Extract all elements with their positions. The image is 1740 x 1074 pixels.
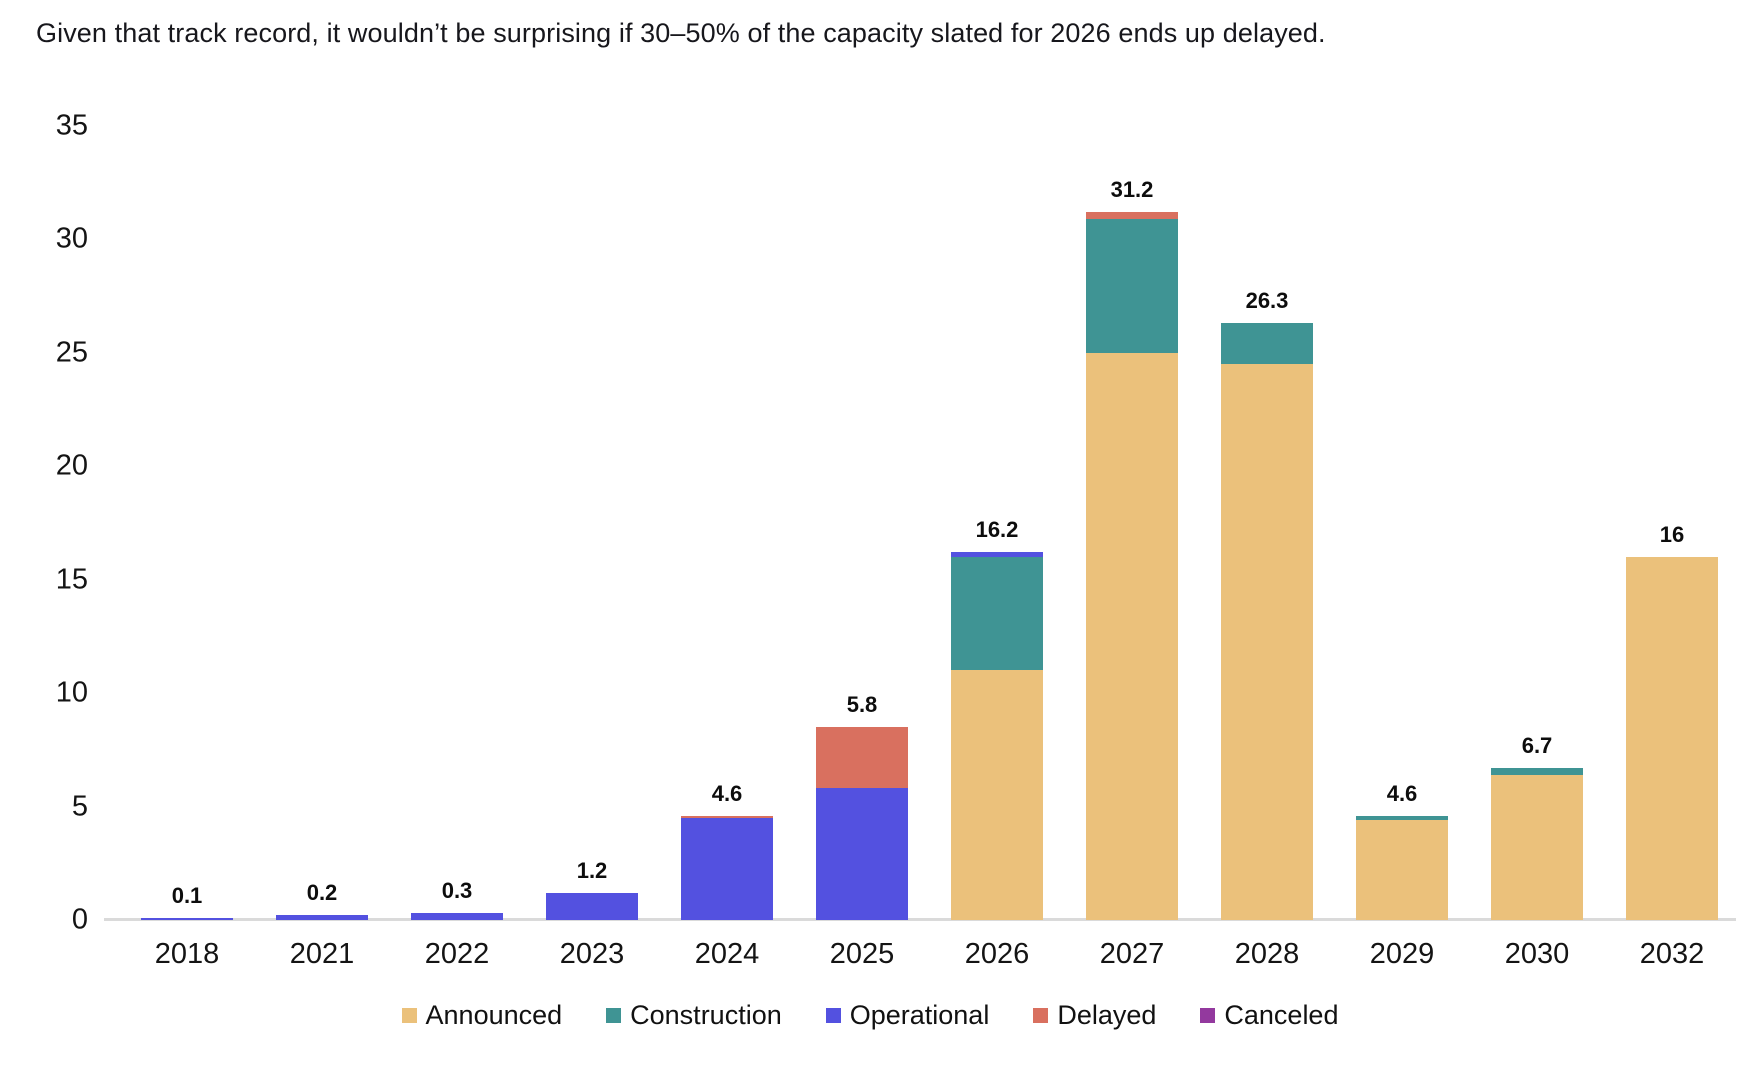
bar-2027-segment-delayed	[1086, 212, 1178, 219]
bar-2022-segment-operational	[411, 913, 503, 920]
legend-label-canceled: Canceled	[1224, 1000, 1339, 1030]
bar-2026-segment-announced	[951, 670, 1043, 920]
bar-2023-segment-operational	[546, 893, 638, 920]
bar-2026-segment-construction	[951, 557, 1043, 670]
x-tick-label-2026: 2026	[964, 938, 1030, 970]
legend-label-announced: Announced	[425, 1000, 563, 1030]
y-tick-label-20: 20	[55, 449, 88, 482]
legend-swatch-canceled-icon	[1200, 1008, 1216, 1023]
bar-value-label-2025: 5.8	[846, 692, 878, 717]
bar-value-label-2028: 26.3	[1245, 288, 1289, 313]
x-tick-label-2023: 2023	[559, 938, 625, 970]
x-tick-label-2024: 2024	[694, 938, 760, 970]
legend-label-operational: Operational	[849, 1000, 990, 1030]
x-tick-label-2030: 2030	[1504, 938, 1570, 970]
legend-swatch-operational-icon	[825, 1008, 841, 1023]
bar-2024-segment-operational	[681, 818, 773, 920]
bar-2018-segment-operational	[141, 918, 233, 920]
legend-swatch-construction-icon	[606, 1008, 622, 1023]
y-tick-label-0: 0	[71, 903, 88, 936]
legend-item-announced: Announced	[401, 1000, 563, 1031]
bar-value-label-2022: 0.3	[441, 878, 473, 903]
x-tick-label-2027: 2027	[1099, 938, 1165, 970]
bar-2029-segment-construction	[1356, 816, 1448, 820]
bar-value-label-2029: 4.6	[1386, 781, 1418, 806]
x-tick-label-2021: 2021	[289, 938, 355, 970]
y-tick-label-15: 15	[55, 563, 88, 595]
legend-item-canceled: Canceled	[1200, 1000, 1338, 1031]
y-tick-label-25: 25	[55, 336, 88, 368]
y-tick-label-35: 35	[55, 109, 88, 141]
bar-2025-segment-operational	[816, 788, 908, 920]
legend-item-delayed: Delayed	[1033, 1000, 1156, 1031]
bar-2021-segment-operational	[276, 915, 368, 920]
bar-2032-segment-announced	[1626, 557, 1718, 920]
bar-value-label-2023: 1.2	[576, 858, 608, 883]
y-tick-label-30: 30	[55, 222, 88, 255]
bar-value-label-2018: 0.1	[171, 883, 203, 908]
chart-title: Given that track record, it wouldn’t be …	[36, 18, 1326, 48]
x-tick-label-2029: 2029	[1369, 938, 1435, 970]
x-tick-label-2022: 2022	[424, 938, 490, 970]
bar-2025-segment-delayed	[816, 727, 908, 788]
x-tick-label-2025: 2025	[829, 938, 895, 970]
legend: Announced Construction Operational Delayed C…	[0, 1000, 1740, 1031]
bar-2024-segment-delayed	[681, 816, 773, 818]
legend-label-delayed: Delayed	[1057, 1000, 1157, 1030]
bar-2028-segment-announced	[1221, 364, 1313, 920]
legend-item-construction: Construction	[606, 1000, 782, 1031]
legend-label-construction: Construction	[630, 1000, 782, 1030]
bar-2029-segment-announced	[1356, 820, 1448, 920]
bar-value-label-2026: 16.2	[975, 517, 1019, 542]
legend-swatch-delayed-icon	[1033, 1008, 1049, 1023]
bar-2028-segment-construction	[1221, 323, 1313, 364]
bar-2030-segment-construction	[1491, 768, 1583, 775]
x-tick-label-2018: 2018	[154, 938, 220, 970]
legend-swatch-announced-icon	[401, 1008, 417, 1023]
bar-2030-segment-announced	[1491, 775, 1583, 920]
bar-2026-segment-operational	[951, 552, 1043, 557]
x-tick-label-2032: 2032	[1639, 938, 1705, 970]
x-tick-label-2028: 2028	[1234, 938, 1300, 970]
bar-2027-segment-announced	[1086, 353, 1178, 920]
bar-2027-segment-construction	[1086, 219, 1178, 353]
bar-value-label-2021: 0.2	[306, 880, 338, 905]
x-axis-line	[104, 918, 1736, 921]
bar-value-label-2030: 6.7	[1521, 733, 1553, 758]
bar-value-label-2032: 16	[1659, 522, 1685, 547]
bar-value-label-2027: 31.2	[1110, 177, 1154, 202]
y-tick-label-10: 10	[55, 676, 88, 709]
legend-item-operational: Operational	[825, 1000, 990, 1031]
bar-value-label-2024: 4.6	[711, 781, 743, 806]
y-tick-label-5: 5	[71, 790, 88, 822]
